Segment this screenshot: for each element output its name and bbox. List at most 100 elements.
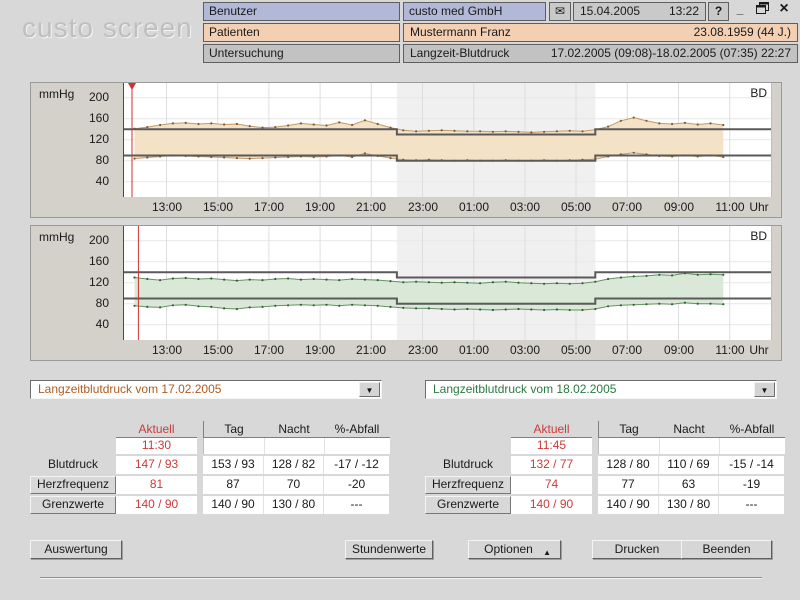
exam-select-day1-value: Langzeitblutdruck vom 17.02.2005 bbox=[38, 382, 222, 396]
header-row-benutzer: Benutzer custo med GmbH ✉ 15.04.2005 13:… bbox=[203, 0, 798, 21]
patienten-label: Patienten bbox=[203, 23, 400, 42]
x-tick-label: 11:00 bbox=[715, 200, 745, 214]
x-tick-label: 07:00 bbox=[611, 343, 643, 357]
row-label-grenzwerte[interactable]: Grenzwerte bbox=[425, 496, 511, 514]
bp-summary-table-day1: Aktuell Tag Nacht %-Abfall 11:30 Blutdru… bbox=[30, 421, 395, 516]
minimize-icon: _ bbox=[736, 2, 744, 16]
x-tick-label: 17:00 bbox=[253, 343, 285, 357]
bp-chart-day1[interactable] bbox=[123, 83, 772, 197]
table-row-blutdruck: Blutdruck 147 / 93 153 / 93 128 / 82 -17… bbox=[30, 456, 395, 474]
grenzwerte-tag: 140 / 90 bbox=[598, 496, 658, 514]
y-tick-label: 160 bbox=[88, 254, 109, 268]
x-axis-unit: Uhr bbox=[749, 343, 769, 357]
bp-chart-panel-day2: mmHg 200 160 120 80 40 BD 13:00 15:00 17:00 19:… bbox=[30, 225, 782, 361]
y-tick-label: 160 bbox=[88, 111, 109, 125]
x-tick-label: 19:00 bbox=[304, 200, 336, 214]
cursor-time: 11:30 bbox=[116, 438, 197, 454]
grenzwerte-nacht: 130 / 80 bbox=[658, 496, 718, 514]
mail-button[interactable]: ✉ bbox=[549, 2, 571, 21]
y-tick-label: 200 bbox=[88, 90, 109, 104]
y-axis-unit: mmHg bbox=[39, 230, 75, 244]
table-row-grenzwerte: Grenzwerte 140 / 90 140 / 90 130 / 80 --… bbox=[425, 496, 790, 514]
untersuchung-value-cell: Langzeit-Blutdruck 17.02.2005 (09:08)-18… bbox=[403, 44, 798, 63]
blutdruck-tag: 153 / 93 bbox=[203, 456, 263, 474]
row-label-herzfrequenz[interactable]: Herzfrequenz bbox=[30, 476, 116, 494]
row-label-blutdruck[interactable]: Blutdruck bbox=[47, 457, 99, 471]
table-row-herzfrequenz: Herzfrequenz 81 87 70 -20 bbox=[30, 476, 395, 494]
series-label: BD bbox=[750, 229, 767, 243]
x-tick-label: 05:00 bbox=[560, 343, 592, 357]
blutdruck-abfall: -15 / -14 bbox=[718, 456, 784, 474]
col-header-tag: Tag bbox=[619, 422, 639, 436]
close-icon: × bbox=[779, 0, 789, 17]
grenzwerte-tag: 140 / 90 bbox=[203, 496, 263, 514]
y-tick-label: 200 bbox=[88, 233, 109, 247]
benutzer-label: Benutzer bbox=[203, 2, 400, 21]
x-axis-day1: 13:00 15:00 17:00 19:00 21:00 23:00 01:00 03:00… bbox=[123, 197, 781, 217]
stundenwerte-button[interactable]: Stundenwerte bbox=[345, 540, 433, 559]
cursor-time: 11:45 bbox=[511, 438, 592, 454]
table-row-herzfrequenz: Herzfrequenz 74 77 63 -19 bbox=[425, 476, 790, 494]
drucken-button[interactable]: Drucken bbox=[592, 540, 682, 559]
blutdruck-nacht: 110 / 69 bbox=[658, 456, 718, 474]
header-row-untersuchung: Untersuchung Langzeit-Blutdruck 17.02.20… bbox=[203, 44, 798, 63]
bp-band-chart bbox=[123, 83, 771, 197]
blutdruck-abfall: -17 / -12 bbox=[323, 456, 389, 474]
x-tick-label: 11:00 bbox=[715, 343, 745, 357]
minimize-button[interactable]: _ bbox=[729, 2, 751, 21]
x-tick-label: 09:00 bbox=[663, 343, 695, 357]
series-label: BD bbox=[750, 86, 767, 100]
x-tick-label: 09:00 bbox=[663, 200, 695, 214]
col-header-tag: Tag bbox=[224, 422, 244, 436]
row-label-herzfrequenz[interactable]: Herzfrequenz bbox=[425, 476, 511, 494]
patient-name: Mustermann Franz bbox=[410, 25, 511, 39]
col-header-abfall: %-Abfall bbox=[729, 422, 775, 436]
x-tick-label: 19:00 bbox=[304, 343, 336, 357]
row-label-grenzwerte[interactable]: Grenzwerte bbox=[30, 496, 116, 514]
row-label-blutdruck[interactable]: Blutdruck bbox=[442, 457, 494, 471]
x-tick-label: 07:00 bbox=[611, 200, 643, 214]
auswertung-button[interactable]: Auswertung bbox=[30, 540, 122, 559]
blutdruck-aktuell: 132 / 77 bbox=[511, 456, 592, 474]
x-tick-label: 13:00 bbox=[151, 343, 183, 357]
chevron-down-icon: ▼ bbox=[365, 386, 374, 395]
table-header-row: Aktuell Tag Nacht %-Abfall bbox=[30, 421, 395, 438]
y-tick-label: 40 bbox=[95, 174, 109, 188]
bottom-separator bbox=[40, 577, 762, 579]
x-tick-label: 01:00 bbox=[458, 343, 490, 357]
restore-icon bbox=[755, 2, 769, 14]
x-tick-label: 23:00 bbox=[407, 200, 439, 214]
col-header-aktuell: Aktuell bbox=[116, 421, 197, 438]
x-tick-label: 13:00 bbox=[151, 200, 183, 214]
current-time: 13:22 bbox=[668, 4, 699, 18]
current-date: 15.04.2005 bbox=[580, 4, 641, 18]
x-tick-label: 21:00 bbox=[355, 343, 387, 357]
herzfrequenz-abfall: -19 bbox=[718, 476, 784, 494]
exam-select-day2-arrow-button[interactable]: ▼ bbox=[754, 382, 775, 397]
exam-select-day1-arrow-button[interactable]: ▼ bbox=[359, 382, 380, 397]
grenzwerte-abfall: --- bbox=[323, 496, 389, 514]
benutzer-value: custo med GmbH bbox=[403, 2, 546, 21]
exam-select-day1[interactable]: Langzeitblutdruck vom 17.02.2005 ▼ bbox=[30, 380, 382, 399]
exam-select-day2[interactable]: Langzeitblutdruck vom 18.02.2005 ▼ bbox=[425, 380, 777, 399]
close-button[interactable]: × bbox=[773, 0, 795, 21]
y-tick-label: 40 bbox=[95, 317, 109, 331]
y-axis-labels: 200 160 120 80 40 bbox=[31, 83, 115, 197]
restore-button[interactable] bbox=[751, 2, 773, 21]
blutdruck-nacht: 128 / 82 bbox=[263, 456, 323, 474]
herzfrequenz-aktuell: 81 bbox=[116, 476, 197, 494]
header-row-patienten: Patienten Mustermann Franz 23.08.1959 (4… bbox=[203, 23, 798, 42]
x-tick-label: 03:00 bbox=[509, 343, 541, 357]
beenden-button[interactable]: Beenden bbox=[681, 540, 772, 559]
exam-period: 17.02.2005 (09:08)-18.02.2005 (07:35) 22… bbox=[550, 46, 791, 60]
x-tick-label: 01:00 bbox=[458, 200, 490, 214]
y-tick-label: 80 bbox=[95, 153, 109, 167]
x-tick-label: 15:00 bbox=[202, 200, 234, 214]
optionen-button[interactable]: Optionen ▲ bbox=[468, 540, 561, 559]
col-header-nacht: Nacht bbox=[278, 422, 310, 436]
table-row-grenzwerte: Grenzwerte 140 / 90 140 / 90 130 / 80 --… bbox=[30, 496, 395, 514]
bp-band-chart bbox=[123, 226, 771, 340]
help-button[interactable]: ? bbox=[708, 2, 729, 21]
bp-chart-day2[interactable] bbox=[123, 226, 772, 340]
